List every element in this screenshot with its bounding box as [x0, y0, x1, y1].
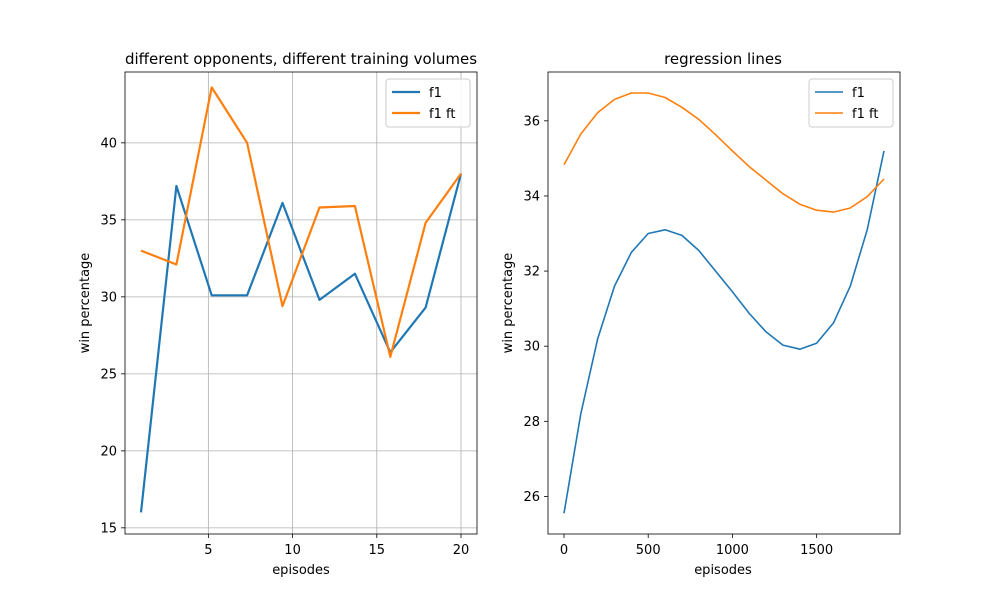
right-legend [808, 78, 894, 128]
left-legend-label: f1 ft [429, 107, 455, 122]
right-y-tick-label: 26 [523, 490, 540, 505]
right-chart: regression lines episodes win percentage… [501, 50, 901, 578]
left-x-tick-label: 5 [204, 543, 212, 558]
right-chart-title: regression lines [664, 50, 782, 68]
right-chart-xlabel: episodes [694, 563, 752, 578]
right-axes-frame [547, 71, 901, 535]
right-x-tick-label: 1000 [716, 543, 749, 558]
left-y-tick-label: 15 [100, 521, 117, 536]
right-legend-label: f1 [852, 86, 865, 101]
left-y-tick-label: 35 [100, 213, 117, 228]
right-y-tick-label: 28 [523, 415, 540, 430]
right-y-tick-label: 36 [523, 114, 540, 129]
left-chart: different opponents, different training … [78, 50, 478, 578]
left-series-line-f1-ft [140, 86, 462, 358]
right-series-line-f1-ft [563, 92, 885, 213]
left-chart-title: different opponents, different training … [125, 50, 477, 68]
left-x-tick-label: 10 [284, 543, 301, 558]
right-chart-ylabel: win percentage [501, 253, 516, 354]
left-series-line-f1 [139, 173, 463, 513]
right-series-line-f1 [563, 150, 885, 514]
left-x-tick-label: 20 [453, 543, 470, 558]
left-chart-xlabel: episodes [272, 563, 330, 578]
left-y-tick-label: 40 [100, 136, 117, 151]
left-axes-frame [124, 71, 478, 535]
right-y-tick-label: 30 [523, 340, 540, 355]
right-x-tick-label: 500 [636, 543, 661, 558]
left-y-tick-label: 30 [100, 290, 117, 305]
right-y-tick-label: 32 [523, 265, 540, 280]
right-x-tick-label: 1500 [800, 543, 833, 558]
left-y-tick-label: 20 [100, 444, 117, 459]
left-y-tick-label: 25 [100, 367, 117, 382]
left-legend [385, 78, 471, 128]
left-legend-label: f1 [429, 86, 442, 101]
right-x-tick-label: 0 [560, 543, 568, 558]
left-x-tick-label: 15 [369, 543, 386, 558]
left-chart-ylabel: win percentage [78, 253, 93, 354]
right-legend-label: f1 ft [852, 107, 878, 122]
right-y-tick-label: 34 [523, 189, 540, 204]
